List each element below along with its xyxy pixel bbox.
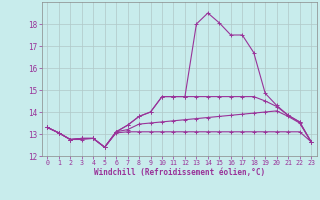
X-axis label: Windchill (Refroidissement éolien,°C): Windchill (Refroidissement éolien,°C) bbox=[94, 168, 265, 177]
